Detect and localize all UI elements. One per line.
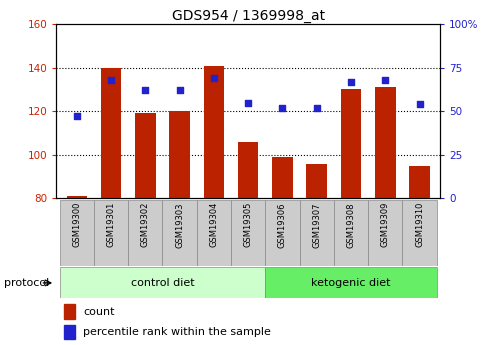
Point (312, 105, 320, 110)
Bar (237, 142, 258, 198)
Bar (64, 325, 75, 339)
Point (107, 77, 115, 83)
Title: GDS954 / 1369998_at: GDS954 / 1369998_at (171, 9, 324, 23)
Bar (169, 111, 189, 198)
Bar (272, 157, 292, 198)
Bar (306, 164, 326, 198)
Text: GSM19308: GSM19308 (346, 202, 355, 248)
Text: GSM19306: GSM19306 (277, 202, 286, 248)
Point (415, 101, 423, 107)
Text: GSM19302: GSM19302 (141, 202, 149, 247)
Bar (101, 68, 121, 198)
Text: GSM19307: GSM19307 (311, 202, 321, 248)
Text: GSM19305: GSM19305 (243, 202, 252, 247)
Text: GSM19300: GSM19300 (72, 202, 81, 247)
Bar (60, 267, 265, 298)
Bar (230, 200, 265, 266)
Point (73, 114, 81, 119)
Bar (60, 200, 94, 266)
Bar (265, 267, 436, 298)
Bar (162, 200, 196, 266)
Point (381, 77, 388, 83)
Point (175, 88, 183, 93)
Text: GSM19304: GSM19304 (209, 202, 218, 247)
Bar (94, 200, 128, 266)
Text: count: count (83, 307, 114, 317)
Bar (265, 200, 299, 266)
Point (346, 79, 354, 85)
Bar (340, 89, 361, 198)
Bar (299, 200, 333, 266)
Bar (333, 200, 367, 266)
Text: GSM19303: GSM19303 (175, 202, 184, 248)
Text: GSM19309: GSM19309 (380, 202, 389, 247)
Bar (64, 304, 75, 319)
Bar (128, 200, 162, 266)
Bar (196, 200, 230, 266)
Bar (66, 196, 87, 198)
Point (209, 76, 217, 81)
Text: GSM19310: GSM19310 (414, 202, 423, 247)
Text: GSM19301: GSM19301 (106, 202, 115, 247)
Text: ketogenic diet: ketogenic diet (310, 278, 390, 288)
Bar (203, 66, 224, 198)
Point (141, 88, 149, 93)
Bar (408, 166, 429, 198)
Text: percentile rank within the sample: percentile rank within the sample (83, 327, 270, 337)
Bar (367, 200, 402, 266)
Text: protocol: protocol (3, 278, 49, 288)
Bar (135, 114, 155, 198)
Bar (374, 87, 395, 198)
Bar (402, 200, 436, 266)
Text: control diet: control diet (130, 278, 194, 288)
Point (278, 105, 286, 110)
Point (244, 100, 252, 105)
